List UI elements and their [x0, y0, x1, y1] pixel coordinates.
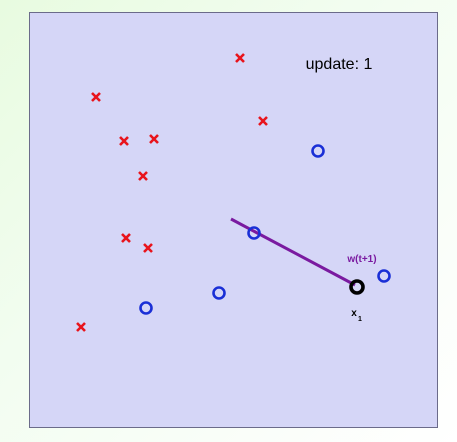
- chart-title: update: 1: [306, 56, 373, 73]
- circle-marker: [139, 301, 153, 315]
- highlight-point-subscript: 1: [358, 316, 362, 323]
- circle-marker: [247, 226, 261, 240]
- circle-marker: [311, 144, 325, 158]
- highlight-point-marker: [349, 279, 365, 295]
- circle-marker: [377, 269, 391, 283]
- weight-vector-label: w(t+1): [346, 254, 376, 265]
- cross-marker: [91, 92, 101, 102]
- cross-marker: [235, 53, 245, 63]
- cross-marker: [76, 322, 86, 332]
- cross-marker: [121, 233, 131, 243]
- weight-vector-line: [230, 217, 356, 287]
- cross-marker: [258, 116, 268, 126]
- cross-marker: [149, 134, 159, 144]
- cross-marker: [138, 171, 148, 181]
- highlight-point-label: x: [351, 308, 357, 319]
- circle-marker: [212, 286, 226, 300]
- cross-marker: [119, 136, 129, 146]
- cross-marker: [143, 243, 153, 253]
